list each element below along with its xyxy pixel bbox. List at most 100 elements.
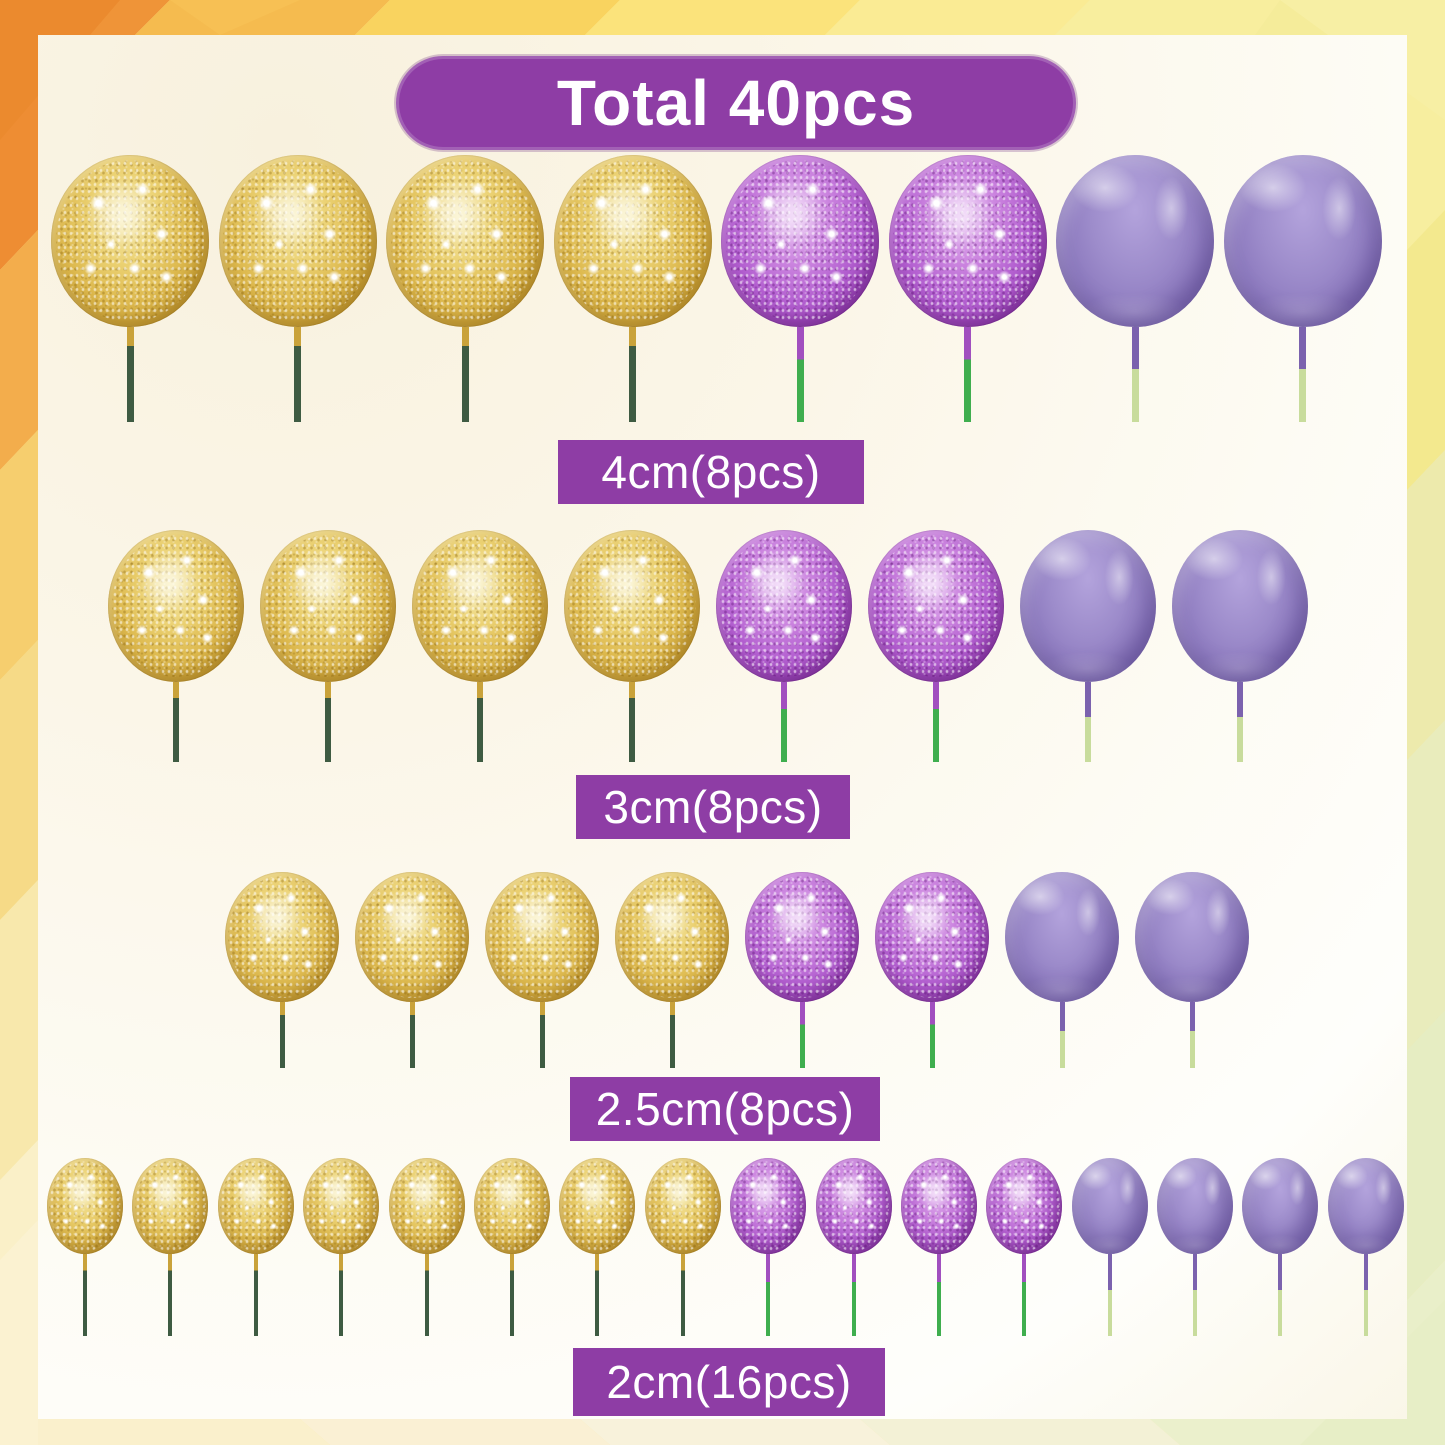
topper-stick xyxy=(629,327,636,422)
topper-stick xyxy=(461,327,469,422)
topper-stick xyxy=(1059,1002,1065,1068)
topper-stick xyxy=(964,327,971,422)
glitter-purple-cake-topper-pick xyxy=(737,872,867,1068)
gold-cake-topper-pick xyxy=(384,1158,469,1336)
matte-purple-cake-topper-pick xyxy=(1127,872,1257,1068)
glitter-purple-ball xyxy=(745,872,859,1002)
topper-stick xyxy=(799,1002,805,1068)
topper-stick xyxy=(669,1002,675,1068)
gold-ball xyxy=(355,872,469,1002)
topper-stick xyxy=(1107,1254,1112,1336)
gold-cake-topper-pick xyxy=(128,1158,213,1336)
gold-ball xyxy=(564,530,700,682)
gold-ball xyxy=(644,1158,721,1254)
gold-ball xyxy=(225,872,339,1002)
glitter-purple-ball xyxy=(875,872,989,1002)
matte-purple-cake-topper-pick xyxy=(1164,530,1316,762)
topper-stick xyxy=(1189,1002,1195,1068)
topper-stick xyxy=(424,1254,429,1336)
glitter-purple-cake-topper-pick xyxy=(982,1158,1067,1336)
topper-stick xyxy=(629,682,635,762)
glitter-purple-ball xyxy=(716,530,852,682)
topper-stick xyxy=(1363,1254,1368,1336)
matte-purple-ball xyxy=(1172,530,1308,682)
gold-cake-topper-pick xyxy=(549,155,717,422)
size-label-3cm: 3cm(8pcs) xyxy=(576,775,850,839)
size-label-4cm: 4cm(8pcs) xyxy=(558,440,864,504)
gold-ball xyxy=(412,530,548,682)
gold-ball xyxy=(473,1158,550,1254)
glitter-purple-cake-topper-pick xyxy=(811,1158,896,1336)
gold-ball xyxy=(553,155,712,327)
topper-stick xyxy=(851,1254,856,1336)
topper-stick xyxy=(168,1254,173,1336)
gold-cake-topper-pick xyxy=(42,1158,127,1336)
gold-cake-topper-pick xyxy=(46,155,214,422)
gold-ball xyxy=(218,155,377,327)
matte-purple-cake-topper-pick xyxy=(1323,1158,1408,1336)
matte-purple-ball xyxy=(1135,872,1249,1002)
topper-stick xyxy=(595,1254,600,1336)
topper-stick xyxy=(539,1002,545,1068)
gold-ball xyxy=(51,155,209,327)
matte-purple-ball xyxy=(1005,872,1119,1002)
topper-stick xyxy=(253,1254,258,1336)
matte-purple-ball xyxy=(1223,155,1382,327)
size-label-2cm: 2cm(16pcs) xyxy=(573,1348,885,1416)
topper-stick xyxy=(82,1254,87,1336)
glitter-purple-ball xyxy=(868,530,1004,682)
glitter-purple-cake-topper-pick xyxy=(867,872,997,1068)
gold-ball xyxy=(46,1158,123,1254)
matte-purple-cake-topper-pick xyxy=(1012,530,1164,762)
topper-stick xyxy=(936,1254,941,1336)
topper-stick xyxy=(126,327,134,422)
glitter-purple-ball xyxy=(986,1158,1063,1254)
topper-stick xyxy=(409,1002,415,1068)
topper-stick xyxy=(477,682,483,762)
gold-cake-topper-pick xyxy=(381,155,549,422)
gold-ball xyxy=(132,1158,209,1254)
gold-ball xyxy=(559,1158,636,1254)
matte-purple-ball xyxy=(1327,1158,1404,1254)
gold-cake-topper-pick xyxy=(477,872,607,1068)
topper-stick xyxy=(781,682,787,762)
ball-row-2cm xyxy=(42,1158,1408,1336)
topper-stick xyxy=(1131,327,1139,422)
gold-ball xyxy=(303,1158,380,1254)
topper-stick xyxy=(796,327,804,422)
glitter-purple-cake-topper-pick xyxy=(896,1158,981,1336)
ball-row-4cm xyxy=(46,155,1386,422)
matte-purple-ball xyxy=(1071,1158,1148,1254)
topper-stick xyxy=(1193,1254,1198,1336)
topper-stick xyxy=(766,1254,771,1336)
size-label-2.5cm: 2.5cm(8pcs) xyxy=(570,1077,880,1141)
gold-cake-topper-pick xyxy=(100,530,252,762)
matte-purple-cake-topper-pick xyxy=(1238,1158,1323,1336)
topper-stick xyxy=(1085,682,1091,762)
topper-stick xyxy=(1278,1254,1283,1336)
glitter-purple-cake-topper-pick xyxy=(725,1158,810,1336)
glitter-purple-ball xyxy=(815,1158,892,1254)
ball-row-2.5cm xyxy=(217,872,1257,1068)
topper-stick xyxy=(279,1002,285,1068)
gold-ball xyxy=(615,872,729,1002)
gold-ball xyxy=(388,1158,465,1254)
matte-purple-cake-topper-pick xyxy=(1219,155,1387,422)
total-count-text: Total 40pcs xyxy=(556,67,916,139)
gold-cake-topper-pick xyxy=(214,155,382,422)
gold-ball xyxy=(485,872,599,1002)
topper-stick xyxy=(339,1254,344,1336)
gold-cake-topper-pick xyxy=(298,1158,383,1336)
gold-ball xyxy=(217,1158,294,1254)
topper-stick xyxy=(1022,1254,1027,1336)
gold-cake-topper-pick xyxy=(607,872,737,1068)
matte-purple-ball xyxy=(1020,530,1156,682)
gold-cake-topper-pick xyxy=(252,530,404,762)
topper-stick xyxy=(1299,327,1306,422)
glitter-purple-cake-topper-pick xyxy=(884,155,1052,422)
matte-purple-ball xyxy=(1242,1158,1319,1254)
topper-stick xyxy=(933,682,939,762)
gold-cake-topper-pick xyxy=(404,530,556,762)
